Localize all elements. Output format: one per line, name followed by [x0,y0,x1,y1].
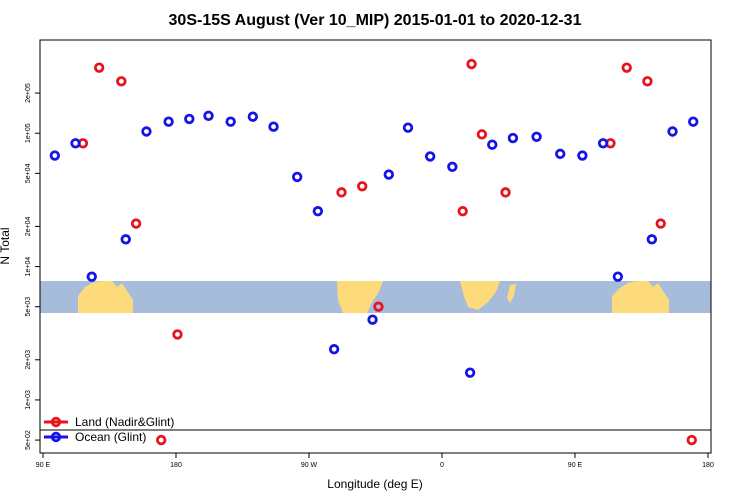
land-point [336,187,347,198]
ocean-point [487,139,498,150]
ocean-point [612,271,624,282]
ocean-point [184,113,195,125]
ocean-point [383,169,394,180]
land-point [373,301,384,312]
plot-frame [39,39,712,454]
ocean-point [447,161,458,172]
legend: Land (Nadir&Glint) Ocean (Glint) [40,415,711,444]
y-tick-label: 2e+03 [25,350,32,370]
y-tick-label: 2e+05 [25,83,32,103]
ocean-point [225,116,236,127]
x-tick-label: 90 E [36,462,51,469]
ocean-point [70,138,81,149]
ocean-point [86,271,97,282]
land-africa [460,281,500,310]
axes: 90 E 180 90 W 0 90 E 180 5e+02 1e+03 2e+03 5e+03 1… [25,83,714,469]
legend-land-label: Land (Nadir&Glint) [75,415,174,429]
ocean-point [141,126,152,137]
x-tick-label: 180 [170,462,182,469]
ocean-point [531,131,542,142]
ocean-point [424,151,436,162]
land-point [642,76,653,87]
land-point [357,181,368,192]
land-point [172,329,183,340]
x-axis-label: Longitude (deg E) [327,477,422,491]
x-tick-label: 90 E [568,462,583,469]
ocean-point [120,234,131,245]
legend-land-marker [50,416,62,428]
ocean-point [203,110,214,122]
ocean-point [367,314,378,325]
land-point [457,206,468,217]
land-point [621,62,632,73]
x-tick-label: 90 W [301,462,318,469]
y-tick-label: 5e+04 [25,163,32,183]
y-axis-label: N Total [0,227,12,264]
ocean-point [328,344,340,355]
land-point [116,76,127,87]
ocean-point [402,122,414,133]
ocean-point [667,126,678,137]
ocean-series [49,110,699,378]
x-tick-label: 0 [440,462,444,469]
y-tick-label: 1e+03 [25,390,32,410]
legend-ocean-marker [50,431,62,443]
land-series [77,58,697,446]
ocean-point [268,121,279,132]
y-tick-label: 1e+05 [25,123,32,143]
land-point [655,218,666,229]
chart-title: 30S-15S August (Ver 10_MIP) 2015-01-01 t… [169,12,582,29]
y-tick-label: 5e+03 [25,297,32,317]
ocean-point [507,132,519,144]
ocean-point [597,138,609,149]
land-australia-repeat [612,281,669,313]
ocean-point [312,206,324,217]
y-tick-label: 2e+04 [25,216,32,236]
land-madagascar [507,284,516,303]
land-point [686,434,697,446]
ocean-point [646,234,658,245]
y-tick-label: 1e+04 [25,257,32,277]
land-point [476,129,488,140]
land-point [466,58,477,70]
data-points [49,58,699,446]
land-point [500,187,511,198]
land-point [156,434,167,446]
land-point [93,62,105,73]
ocean-point [464,367,476,378]
land-point [130,218,142,229]
ocean-point [688,116,699,127]
land-south-america [337,281,383,313]
ocean-point [247,111,259,122]
legend-ocean-label: Ocean (Glint) [75,430,146,444]
x-tick-label: 180 [702,462,714,469]
ocean-point [291,171,303,183]
y-tick-label: 5e+02 [25,430,32,450]
ocean-point [163,116,174,127]
ocean-point [577,150,588,161]
ocean-point [555,148,566,160]
land-australia [78,281,133,313]
ocean-point [49,150,61,161]
